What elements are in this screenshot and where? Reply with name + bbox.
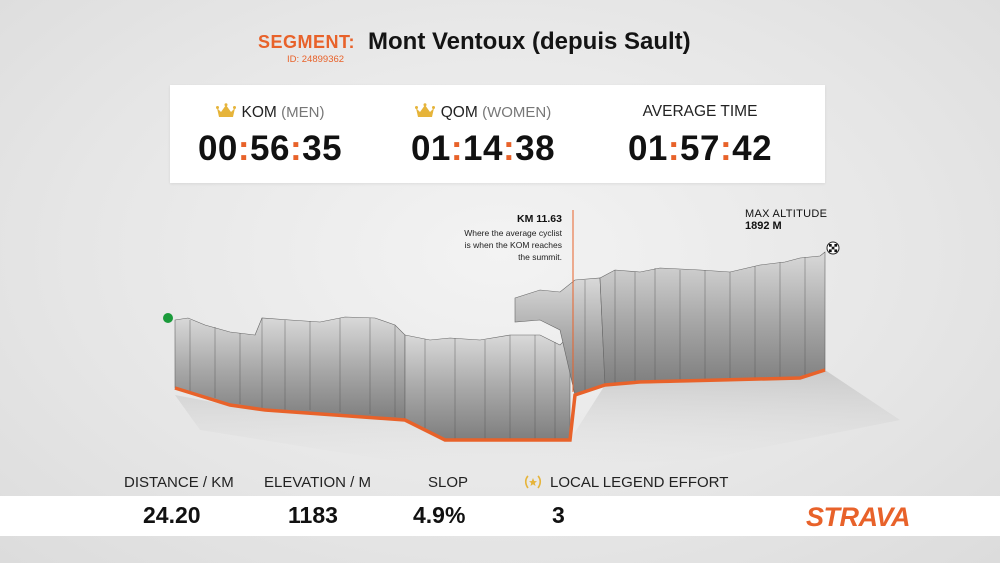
local-legend-value: 3 xyxy=(552,502,565,528)
kom-sublabel: (MEN) xyxy=(281,104,325,121)
slope-label: SLOP xyxy=(428,474,469,491)
max-altitude-label: MAX ALTITUDE xyxy=(745,208,828,220)
profile-wall-section xyxy=(404,334,571,441)
average-time-value: 01:57:42 xyxy=(627,129,773,168)
kom-stat: KOM (MEN) 00:56:35 xyxy=(170,85,370,183)
kom-time: 00:56:35 xyxy=(197,129,343,168)
km-annotation-line: the summit. xyxy=(518,252,562,262)
max-altitude-value: 1892 M xyxy=(745,220,782,232)
distance-value: 24.20 xyxy=(143,502,201,528)
crown-icon xyxy=(414,103,435,117)
segment-label: SEGMENT: xyxy=(258,32,356,52)
segment-header: SEGMENT: ID: 24899362 Mont Ventoux (depu… xyxy=(0,28,1000,68)
leaderboard-panel: KOM (MEN) 00:56:35 QOM (WOMEN) 01:14:38 … xyxy=(170,85,825,183)
profile-base-line xyxy=(174,368,826,442)
footer-labels: DISTANCE / KM ELEVATION / M SLOP LOCAL L… xyxy=(0,474,1000,496)
qom-stat: QOM (WOMEN) 01:14:38 xyxy=(383,85,583,183)
strava-logo: STRAVA xyxy=(806,502,911,531)
km-annotation-title: KM 11.63 xyxy=(517,213,562,225)
km-annotation: KM 11.63 Where the average cyclist is wh… xyxy=(420,213,562,263)
kom-label: KOM xyxy=(241,104,277,121)
qom-label: QOM xyxy=(440,104,478,121)
qom-sublabel: (WOMEN) xyxy=(482,104,552,121)
qom-time: 01:14:38 xyxy=(410,129,556,168)
distance-label: DISTANCE / KM xyxy=(124,474,234,491)
segment-name: Mont Ventoux (depuis Sault) xyxy=(368,28,691,55)
local-legend-icon xyxy=(524,475,542,489)
max-altitude-annotation: MAX ALTITUDE 1892 M xyxy=(745,208,827,232)
start-marker xyxy=(163,313,173,323)
finish-flag-icon xyxy=(826,241,840,255)
km-annotation-line: Where the average cyclist xyxy=(464,228,562,238)
profile-shadow xyxy=(175,370,900,470)
profile-wall-section xyxy=(599,251,826,386)
average-time-stat: AVERAGE TIME 01:57:42 xyxy=(600,85,800,183)
slope-value: 4.9% xyxy=(413,502,466,528)
profile-folds xyxy=(189,257,806,440)
elevation-value: 1183 xyxy=(288,502,338,528)
segment-id: ID: 24899362 xyxy=(287,54,345,65)
average-time-label: AVERAGE TIME xyxy=(642,103,758,120)
crown-icon xyxy=(215,103,236,117)
km-annotation-line: is when the KOM reaches xyxy=(464,240,562,250)
local-legend-label: LOCAL LEGEND EFFORT xyxy=(550,474,729,491)
elevation-label: ELEVATION / M xyxy=(264,474,371,491)
svg-text:STRAVA: STRAVA xyxy=(806,502,910,531)
elevation-profile xyxy=(163,210,900,470)
footer-bar: 24.20 1183 4.9% 3 STRAVA xyxy=(0,496,1000,536)
